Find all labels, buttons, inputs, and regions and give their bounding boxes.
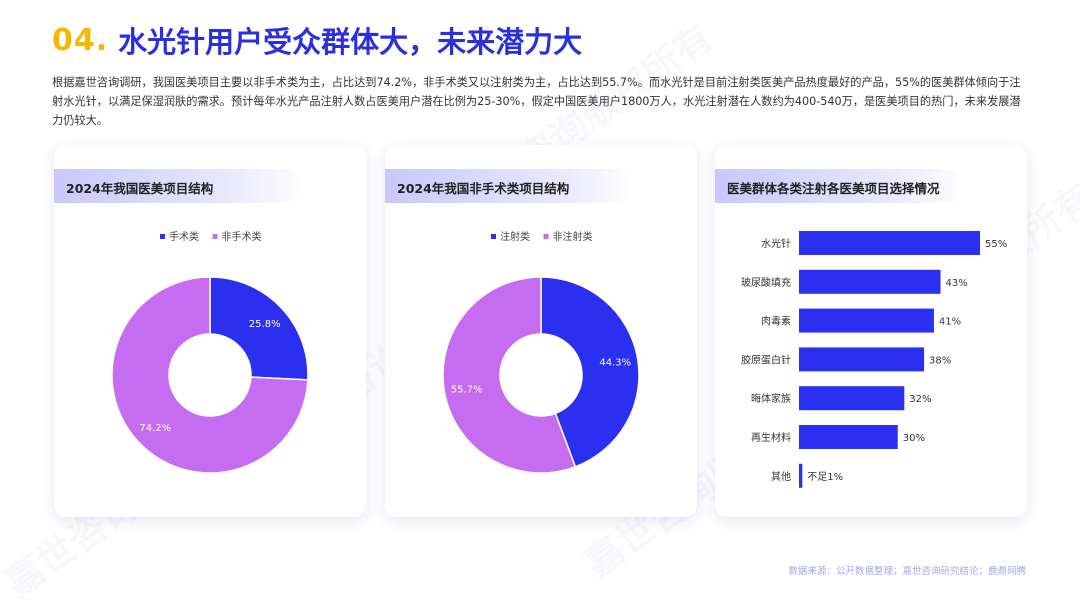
donut-slice	[442, 276, 577, 474]
bar-value-label: 不足1%	[807, 471, 843, 483]
legend-label: 非注射类	[553, 230, 593, 243]
legend-swatch	[160, 234, 165, 239]
section-number: 04.	[52, 22, 109, 58]
data-source: 数据来源：公开数据整理；嘉世咨询研究结论；鹿鼎网腾	[788, 566, 1026, 577]
donut-slice	[209, 276, 309, 381]
chart-title: 医美群体各类注射各医美项目选择情况	[727, 181, 940, 196]
page-title: 水光针用户受众群体大，未来潜力大	[118, 25, 583, 59]
bar	[799, 386, 905, 411]
legend-label: 手术类	[169, 230, 199, 243]
category-label: 玻尿酸填充	[741, 276, 791, 289]
chart-title-banner: 医美群体各类注射各医美项目选择情况	[715, 169, 965, 203]
slice-label: 74.2%	[139, 423, 171, 434]
bar	[799, 308, 934, 333]
category-label: 胶原蛋白针	[741, 353, 791, 366]
legend-label: 注射类	[500, 230, 530, 243]
slice-label: 25.8%	[249, 319, 281, 330]
slice-label: 55.7%	[451, 384, 483, 395]
chart-title-banner: 2024年我国医美项目结构	[54, 169, 304, 203]
bar-value-label: 43%	[946, 278, 968, 289]
slice-label: 44.3%	[599, 358, 631, 369]
chart-card-nonsurgical-structure: 2024年我国非手术类项目结构 注射类 非注射类 44.3% 55.7%	[385, 145, 697, 517]
category-label: 再生材料	[751, 431, 791, 444]
legend: 手术类 非手术类	[160, 230, 262, 243]
chart-title: 2024年我国非手术类项目结构	[397, 181, 570, 196]
chart-card-injection-selection: 医美群体各类注射各医美项目选择情况 水光针 55% 玻尿酸填充 43% 肉毒素 41% 胶原…	[715, 145, 1027, 517]
bar-value-label: 30%	[903, 433, 925, 444]
bar-value-label: 32%	[909, 394, 931, 405]
category-label: 肉毒素	[761, 315, 791, 328]
legend-swatch	[543, 234, 549, 239]
chart-card-medical-structure: 2024年我国医美项目结构 手术类 非手术类 25.8% 74.2%	[54, 145, 366, 517]
category-label: 晦体家族	[751, 392, 791, 405]
bar	[799, 425, 898, 449]
donut-slice	[111, 276, 309, 474]
legend-label: 非手术类	[222, 230, 262, 243]
bar	[799, 269, 941, 294]
category-label: 水光针	[761, 237, 791, 250]
chart-title-banner: 2024年我国非手术类项目结构	[385, 169, 635, 203]
legend-swatch	[491, 234, 496, 239]
legend: 注射类 非注射类	[491, 230, 593, 243]
bar-value-label: 55%	[985, 239, 1007, 250]
bar	[799, 347, 925, 372]
page-header: 04. 水光针用户受众群体大，未来潜力大	[52, 18, 582, 62]
bar-chart-injection-selection: 水光针 55% 玻尿酸填充 43% 肉毒素 41% 胶原蛋白针 38% 晦体家族 32% 再生材料 3…	[741, 231, 1007, 488]
description-paragraph: 根据嘉世咨询调研，我国医美项目主要以非手术类为主，占比达到74.2%，非手术类又…	[52, 76, 1021, 127]
bar-value-label: 41%	[939, 317, 961, 328]
donut-slice	[540, 276, 640, 468]
donut-chart-nonsurgical-structure: 注射类 非注射类 44.3% 55.7%	[442, 230, 640, 474]
bar	[799, 231, 980, 255]
legend-swatch	[212, 234, 218, 239]
bar	[799, 463, 803, 488]
chart-title: 2024年我国医美项目结构	[66, 181, 214, 196]
bar-value-label: 38%	[929, 355, 951, 366]
donut-chart-medical-structure: 手术类 非手术类 25.8% 74.2%	[111, 230, 309, 474]
category-label: 其他	[771, 470, 791, 483]
